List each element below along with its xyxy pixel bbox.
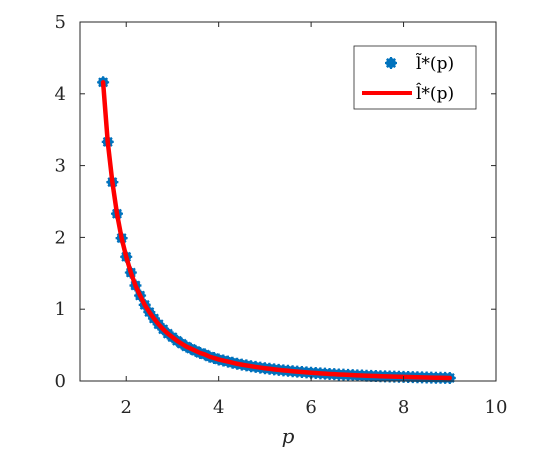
legend-box	[353, 45, 477, 110]
legend-marker-icon	[385, 57, 397, 69]
x-tick-label: 2	[120, 397, 131, 418]
legend-label-series-1: l̃*(p)	[416, 53, 454, 74]
y-tick-label: 4	[55, 84, 66, 105]
y-tick-label: 2	[55, 227, 66, 248]
x-tick-label: 10	[485, 397, 508, 418]
x-axis-label: p	[282, 424, 295, 448]
y-tick-label: 5	[55, 12, 66, 33]
legend: l̃*(p) l̂*(p)	[353, 45, 477, 110]
tick-labels-group: 2 4 6 8 10 0 1 2 3 4 5	[55, 12, 508, 418]
y-tick-label: 0	[55, 371, 66, 392]
plot-frame	[79, 21, 497, 382]
y-tick-label: 1	[55, 299, 66, 320]
x-tick-label: 8	[398, 397, 409, 418]
x-tick-label: 6	[305, 397, 316, 418]
y-tick-label: 3	[55, 156, 66, 177]
ticks-group	[80, 21, 497, 382]
series-line	[100, 80, 453, 381]
x-tick-label: 4	[213, 397, 224, 418]
legend-label-series-2: l̂*(p)	[416, 83, 454, 104]
